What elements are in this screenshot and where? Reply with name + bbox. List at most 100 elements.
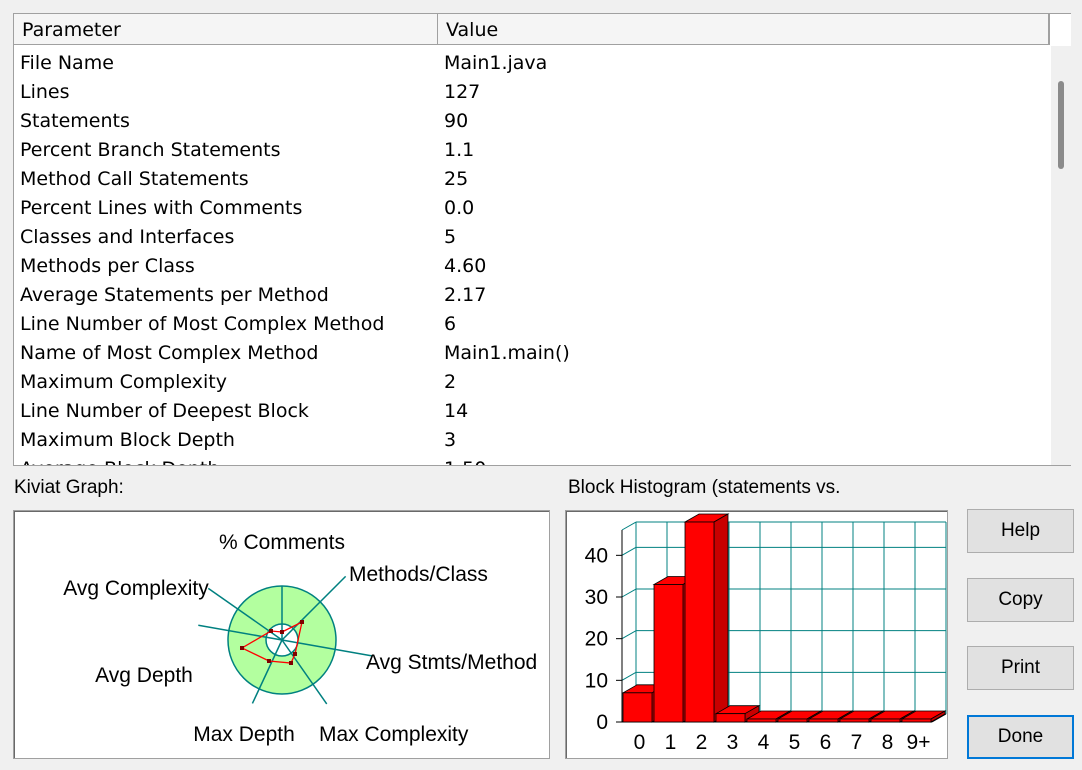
table-row[interactable]: Maximum Complexity 2 <box>14 368 1050 397</box>
parameter-cell: Percent Branch Statements <box>20 139 281 161</box>
parameter-cell: Line Number of Most Complex Method <box>20 313 385 335</box>
parameter-cell: Classes and Interfaces <box>20 226 235 248</box>
kiviat-axis-label: Methods/Class <box>349 563 488 586</box>
block-histogram: 0 10 20 30 40 0 1 2 3 4 5 6 7 8 9+ <box>565 510 948 759</box>
kiviat-point <box>240 646 244 650</box>
value-cell: 4.60 <box>444 255 487 277</box>
metrics-table: Parameter Value File Name Main1.java Lines… <box>13 13 1071 466</box>
kiviat-axis-label: Max Complexity <box>319 723 469 746</box>
histogram-x-tick-label: 1 <box>665 731 677 754</box>
kiviat-axis-label: Max Depth <box>193 723 295 746</box>
kiviat-point <box>300 620 304 624</box>
histogram-x-tick-label: 9+ <box>907 731 931 754</box>
column-header-parameter[interactable]: Parameter <box>14 14 438 45</box>
histogram-bar <box>901 718 932 723</box>
histogram-bar <box>870 718 901 723</box>
histogram-y-tick-label: 10 <box>585 669 608 692</box>
parameter-cell: Name of Most Complex Method <box>20 342 319 364</box>
table-row[interactable]: Name of Most Complex Method Main1.main() <box>14 339 1050 368</box>
histogram-bar <box>808 718 839 723</box>
histogram-gridline <box>621 630 637 640</box>
value-cell: Main1.java <box>444 52 548 74</box>
kiviat-axis-label: Avg Complexity <box>63 577 209 600</box>
table-row[interactable]: Average Block Depth1.50 <box>14 455 1050 465</box>
table-row[interactable]: Statements 90 <box>14 107 1050 136</box>
parameter-cell: Maximum Complexity <box>20 371 227 393</box>
value-cell: 14 <box>444 400 469 422</box>
parameter-cell: Percent Lines with Comments <box>20 197 303 219</box>
histogram-x-tick-label: 4 <box>758 731 770 754</box>
kiviat-point <box>267 659 271 663</box>
histogram-floor-edge <box>931 713 947 723</box>
value-cell: 25 <box>444 168 469 190</box>
kiviat-metric-polygon <box>240 620 303 664</box>
kiviat-spoke <box>198 624 283 641</box>
kiviat-spoke <box>281 575 347 641</box>
kiviat-caption: Kiviat Graph: <box>14 477 124 498</box>
table-row[interactable]: Method Call Statements 25 <box>14 165 1050 194</box>
histogram-bar <box>839 718 870 723</box>
table-row[interactable]: Maximum Block Depth 3 <box>14 426 1050 455</box>
table-row[interactable]: Line Number of Deepest Block 14 <box>14 397 1050 426</box>
print-button[interactable]: Print <box>967 646 1074 690</box>
histogram-bar <box>684 521 715 723</box>
value-cell: Main1.main() <box>444 342 570 364</box>
histogram-y-tick-label: 0 <box>596 711 608 734</box>
vertical-scrollbar[interactable] <box>1051 46 1071 465</box>
parameter-cell: Line Number of Deepest Block <box>20 400 309 422</box>
kiviat-spoke <box>281 639 328 705</box>
parameter-cell: Maximum Block Depth <box>20 429 235 451</box>
table-row[interactable]: Percent Lines with Comments 0.0 <box>14 194 1050 223</box>
column-header-value[interactable]: Value <box>438 14 1050 45</box>
histogram-x-tick-label: 7 <box>851 731 863 754</box>
table-row[interactable]: Classes and Interfaces 5 <box>14 223 1050 252</box>
value-cell: 0.0 <box>444 197 475 219</box>
kiviat-point <box>269 629 273 633</box>
table-header: Parameter Value <box>14 14 1050 46</box>
parameter-cell: Statements <box>20 110 130 132</box>
table-row[interactable]: Line Number of Most Complex Method 6 <box>14 310 1050 339</box>
table-row[interactable]: Lines 127 <box>14 78 1050 107</box>
help-button[interactable]: Help <box>967 509 1074 553</box>
value-cell: 2.17 <box>444 284 487 306</box>
histogram-y-tick-label: 20 <box>585 628 608 651</box>
histogram-gridline <box>621 588 637 598</box>
histogram-gridline <box>621 546 637 556</box>
histogram-y-tick-label: 30 <box>585 586 608 609</box>
value-cell: 1.50 <box>444 455 486 465</box>
scrollbar-thumb[interactable] <box>1058 81 1064 169</box>
kiviat-axis-label: % Comments <box>219 531 345 554</box>
table-row[interactable]: Percent Branch Statements 1.1 <box>14 136 1050 165</box>
histogram-caption: Block Histogram (statements vs. <box>568 477 841 498</box>
histogram-bar <box>746 718 777 723</box>
table-body: File Name Main1.java Lines 127 Statements 90 P… <box>14 49 1050 465</box>
histogram-bar <box>777 718 808 723</box>
kiviat-spoke <box>251 639 283 704</box>
parameter-cell: Lines <box>20 81 70 103</box>
value-cell: 6 <box>444 313 457 335</box>
histogram-gridline <box>621 671 637 681</box>
value-cell: 3 <box>444 429 457 451</box>
histogram-y-tick-label: 40 <box>585 544 608 567</box>
kiviat-axis-label: Avg Depth <box>95 664 193 687</box>
value-cell: 1.1 <box>444 139 475 161</box>
histogram-bar <box>715 713 746 723</box>
table-row[interactable]: Methods per Class 4.60 <box>14 252 1050 281</box>
parameter-cell: File Name <box>20 52 114 74</box>
done-button[interactable]: Done <box>967 715 1074 759</box>
histogram-x-tick-label: 0 <box>634 731 646 754</box>
table-row[interactable]: File Name Main1.java <box>14 49 1050 78</box>
histogram-x-tick-label: 5 <box>789 731 801 754</box>
kiviat-axis-label: Avg Stmts/Method <box>366 651 537 674</box>
kiviat-point <box>289 661 293 665</box>
histogram-gridline <box>621 521 637 531</box>
table-row[interactable]: Average Statements per Method 2.17 <box>14 281 1050 310</box>
value-cell: 2 <box>444 371 457 393</box>
histogram-bar <box>622 692 653 723</box>
parameter-cell: Average Statements per Method <box>20 284 329 306</box>
value-cell: 90 <box>444 110 469 132</box>
copy-button[interactable]: Copy <box>967 578 1074 622</box>
parameter-cell: Method Call Statements <box>20 168 249 190</box>
